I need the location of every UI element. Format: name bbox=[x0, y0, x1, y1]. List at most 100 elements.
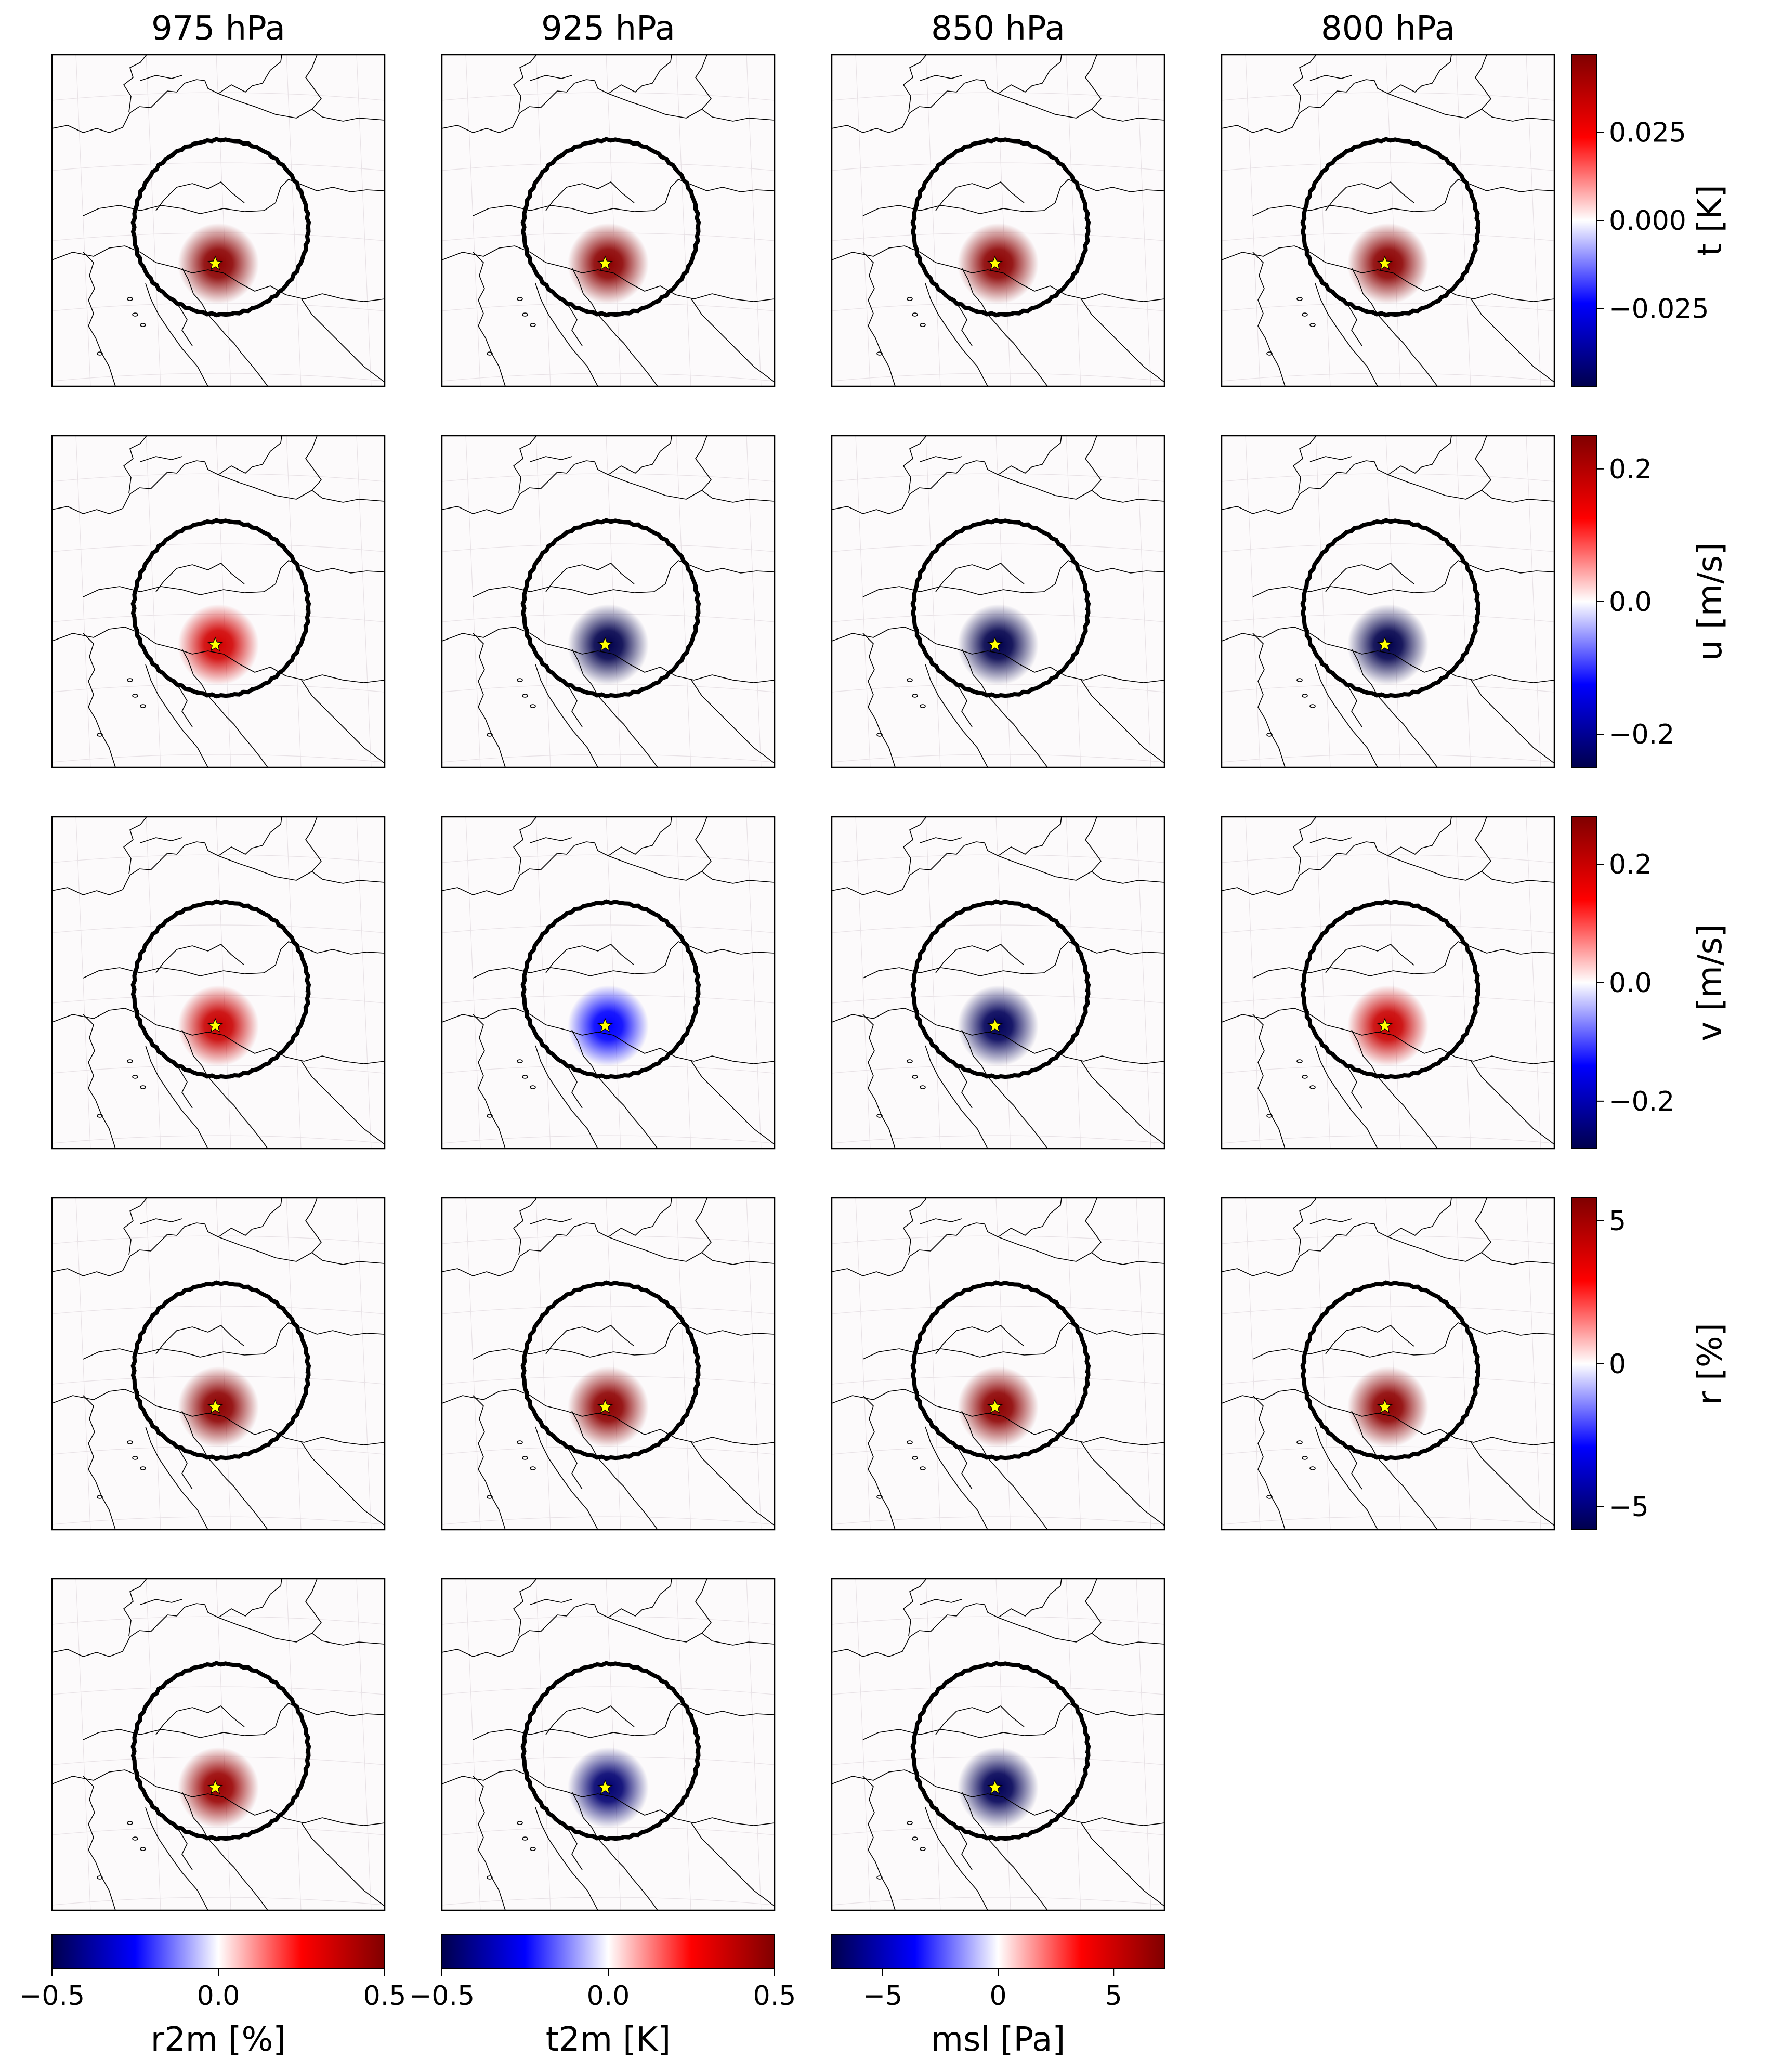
observation-star-marker bbox=[207, 636, 223, 651]
panel-u-4 bbox=[1221, 435, 1555, 768]
island bbox=[127, 678, 133, 682]
panel-r-2 bbox=[441, 1197, 776, 1531]
panel-frame bbox=[441, 1197, 776, 1531]
colorbar-r: 5 0 −5 r [%] bbox=[1571, 1197, 1729, 1530]
column-title: 800 hPa bbox=[1321, 9, 1455, 48]
panel-background bbox=[1222, 817, 1554, 1149]
country-borders bbox=[832, 55, 1164, 386]
graticule bbox=[1222, 817, 1554, 1149]
island bbox=[140, 323, 146, 327]
panel-frame bbox=[51, 54, 386, 387]
observation-star-marker bbox=[207, 1399, 223, 1414]
colorbar-gradient bbox=[1571, 1197, 1597, 1530]
country-borders bbox=[832, 436, 1164, 767]
graticule bbox=[442, 55, 775, 386]
island bbox=[132, 312, 138, 317]
panel-background bbox=[442, 55, 775, 386]
panel-frame bbox=[51, 816, 386, 1150]
island bbox=[522, 1836, 528, 1841]
island bbox=[97, 1875, 103, 1880]
island bbox=[97, 733, 103, 737]
colorbar-gradient bbox=[1571, 816, 1597, 1149]
panel-background bbox=[52, 1579, 385, 1910]
island bbox=[140, 704, 146, 708]
island bbox=[920, 1085, 926, 1089]
observation-star-marker bbox=[1377, 636, 1393, 651]
colorbar-tick-label: 0.5 bbox=[363, 1980, 407, 2012]
panel-v-3 bbox=[831, 816, 1165, 1150]
panel-frame bbox=[1221, 816, 1555, 1150]
island bbox=[522, 312, 528, 317]
colorbar-tick-label: 0.0 bbox=[197, 1980, 240, 2012]
island bbox=[876, 1875, 883, 1880]
colorbar-r2m: −0.5 0.0 0.5 r2m [%] bbox=[19, 1934, 406, 2059]
panel-frame bbox=[1221, 54, 1555, 387]
island bbox=[517, 1059, 523, 1063]
graticule bbox=[832, 1579, 1164, 1910]
panel-background bbox=[52, 1198, 385, 1530]
island bbox=[912, 694, 918, 698]
panel-background bbox=[52, 55, 385, 386]
localization-circle bbox=[130, 518, 311, 699]
observation-star-marker bbox=[987, 636, 1003, 651]
observation-star-marker bbox=[1377, 255, 1393, 270]
island bbox=[140, 1466, 146, 1470]
panel-frame bbox=[441, 816, 776, 1150]
island bbox=[1296, 678, 1303, 682]
panel-frame bbox=[1221, 1197, 1555, 1531]
island bbox=[487, 351, 493, 356]
island bbox=[920, 1847, 926, 1851]
island bbox=[530, 1085, 536, 1089]
country-borders bbox=[52, 1198, 385, 1530]
localization-circle bbox=[1300, 518, 1481, 699]
island bbox=[530, 1847, 536, 1851]
panel-u-2 bbox=[441, 435, 776, 768]
column-title: 975 hPa bbox=[151, 9, 285, 48]
localization-circle bbox=[910, 137, 1091, 318]
localization-circle bbox=[520, 1661, 701, 1842]
localization-circle bbox=[910, 1280, 1091, 1461]
panel-background bbox=[52, 817, 385, 1149]
observation-star-marker bbox=[207, 255, 223, 270]
colorbar-label: msl [Pa] bbox=[931, 2021, 1066, 2059]
panel-background bbox=[832, 1198, 1164, 1530]
localization-circle bbox=[130, 1661, 311, 1842]
colorbar-tick-label: −0.5 bbox=[19, 1980, 85, 2012]
observation-star-marker bbox=[207, 1779, 223, 1794]
country-borders bbox=[832, 1198, 1164, 1530]
panel-background bbox=[832, 436, 1164, 767]
country-borders bbox=[832, 817, 1164, 1149]
island bbox=[530, 323, 536, 327]
colorbar-tick-label: −5 bbox=[1609, 1492, 1649, 1523]
panel-background bbox=[442, 436, 775, 767]
panel-background bbox=[442, 1579, 775, 1910]
colorbar-tick-label: 0 bbox=[989, 1980, 1006, 2012]
localization-circle bbox=[1300, 899, 1481, 1080]
colorbar-gradient bbox=[831, 1934, 1165, 1969]
colorbar-gradient bbox=[1571, 435, 1597, 768]
island bbox=[487, 733, 493, 737]
island bbox=[907, 297, 913, 301]
country-borders bbox=[1222, 55, 1554, 386]
localization-circle bbox=[130, 1280, 311, 1461]
localization-circle bbox=[520, 899, 701, 1080]
panel-background bbox=[442, 1198, 775, 1530]
country-borders bbox=[1222, 436, 1554, 767]
island bbox=[907, 678, 913, 682]
panel-background bbox=[52, 436, 385, 767]
island bbox=[1309, 1085, 1316, 1089]
country-borders bbox=[832, 1579, 1164, 1910]
island bbox=[907, 1821, 913, 1825]
localization-circle bbox=[910, 518, 1091, 699]
panel-frame bbox=[441, 54, 776, 387]
localization-circle bbox=[910, 899, 1091, 1080]
localization-circle bbox=[1300, 137, 1481, 318]
panel-frame bbox=[831, 1197, 1165, 1531]
panel-u-1 bbox=[51, 435, 386, 768]
island bbox=[1266, 351, 1273, 356]
country-borders bbox=[52, 1579, 385, 1910]
column-title: 850 hPa bbox=[931, 9, 1065, 48]
island bbox=[1266, 733, 1273, 737]
country-borders bbox=[52, 436, 385, 767]
